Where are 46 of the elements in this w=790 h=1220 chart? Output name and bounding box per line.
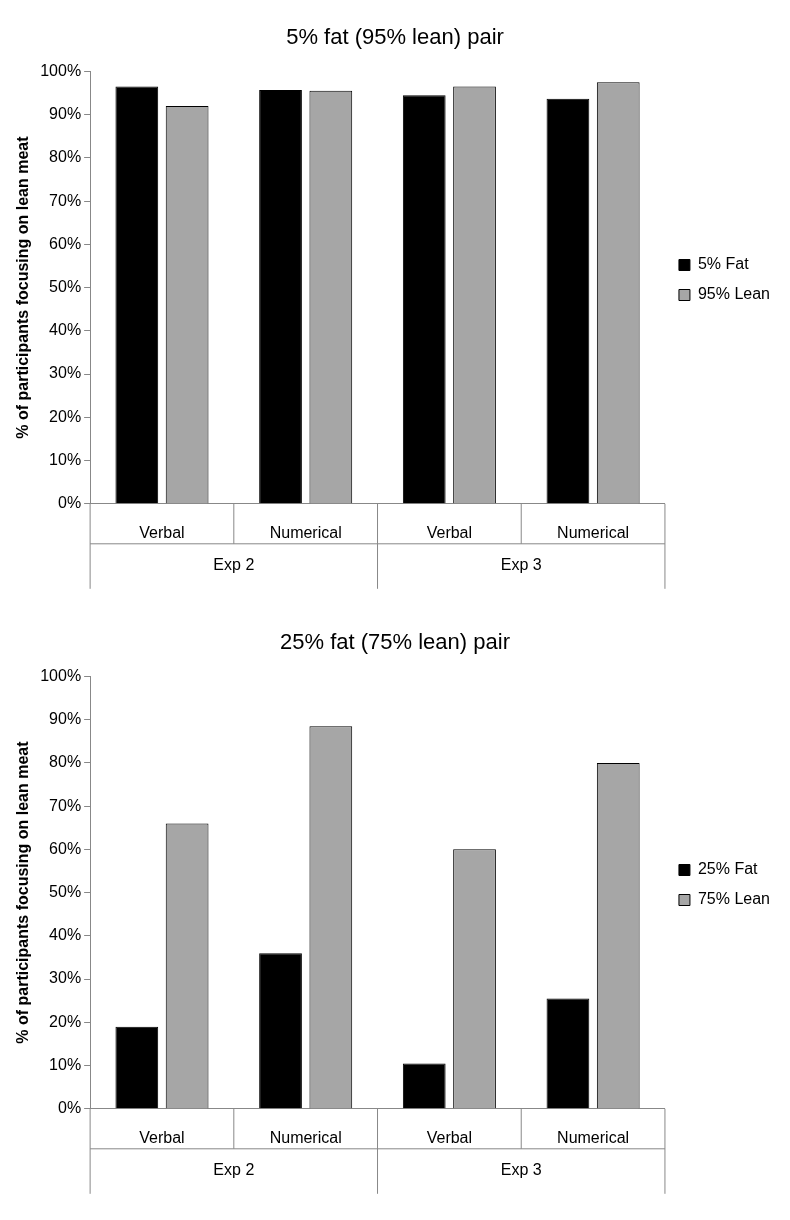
- y-tick-label: 100%: [40, 666, 82, 684]
- y-axis-title: % of participants focusing on lean meat: [14, 740, 32, 1044]
- x-tick-label: Numerical: [269, 523, 342, 541]
- x-tick-label: Verbal: [139, 1128, 185, 1146]
- y-tick-label: 90%: [49, 105, 82, 123]
- y-tick-label: 10%: [49, 1055, 82, 1073]
- legend-label: 95% Lean: [697, 285, 770, 303]
- x-tick-label: Numerical: [269, 1128, 342, 1146]
- chart-title: 5% fat (95% lean) pair: [286, 24, 504, 50]
- y-tick-label: 60%: [49, 234, 82, 252]
- bar: [115, 1026, 159, 1109]
- legend-label: 75% Lean: [697, 890, 770, 908]
- y-tick-label: 0%: [58, 1099, 82, 1117]
- bar: [259, 953, 302, 1109]
- bar: [402, 1063, 446, 1109]
- y-tick-label: 70%: [49, 796, 82, 814]
- text: Exp 3: [500, 556, 542, 574]
- y-tick-label: 80%: [49, 148, 82, 166]
- y-axis-title: % of participants focusing on lean meat: [14, 135, 32, 439]
- text: Exp 2: [213, 1161, 255, 1179]
- y-tick-label: 80%: [49, 753, 82, 771]
- bar: [546, 998, 590, 1109]
- y-tick-label: 50%: [49, 883, 82, 901]
- y-tick-label: 20%: [49, 407, 82, 425]
- y-tick-label: 40%: [49, 926, 82, 944]
- y-tick-label: 10%: [49, 450, 82, 468]
- legend-label: 25% Fat: [697, 860, 759, 878]
- y-tick-label: 40%: [49, 321, 82, 339]
- y-tick-label: 100%: [40, 61, 82, 79]
- legend-label: 5% Fat: [697, 255, 750, 273]
- x-tick-label: Numerical: [557, 523, 630, 541]
- y-tick-label: 20%: [49, 1012, 82, 1030]
- x-tick-label: Verbal: [426, 523, 473, 541]
- y-tick-label: 60%: [49, 839, 82, 857]
- x-tick-label: Numerical: [557, 1128, 630, 1146]
- y-tick-label: 30%: [49, 969, 82, 987]
- text: Exp 3: [500, 1161, 542, 1179]
- text: Exp 2: [213, 556, 255, 574]
- x-tick-label: Verbal: [426, 1128, 473, 1146]
- y-tick-label: 70%: [49, 191, 82, 209]
- chart-title: 25% fat (75% lean) pair: [280, 629, 510, 655]
- y-tick-label: 50%: [49, 278, 82, 296]
- y-tick-label: 90%: [49, 710, 82, 728]
- y-tick-label: 0%: [58, 494, 82, 512]
- y-tick-label: 30%: [49, 364, 82, 382]
- x-tick-label: Verbal: [139, 523, 185, 541]
